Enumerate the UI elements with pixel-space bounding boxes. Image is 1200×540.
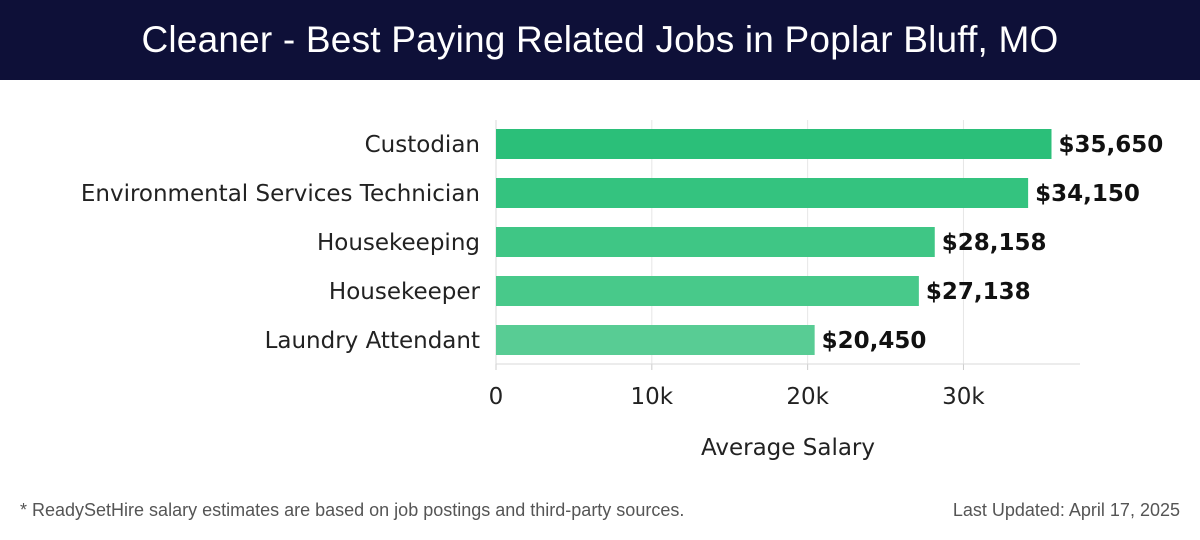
x-tick-label: 0 bbox=[489, 384, 504, 410]
x-tick-label: 10k bbox=[631, 384, 674, 410]
value-label: $20,450 bbox=[822, 328, 927, 354]
last-updated: Last Updated: April 17, 2025 bbox=[952, 500, 1180, 520]
value-label: $35,650 bbox=[1058, 132, 1163, 158]
value-label: $28,158 bbox=[942, 230, 1047, 256]
x-tick-label: 30k bbox=[942, 384, 985, 410]
value-label: $27,138 bbox=[926, 279, 1031, 305]
title-bar: Cleaner - Best Paying Related Jobs in Po… bbox=[0, 0, 1200, 80]
value-label: $34,150 bbox=[1035, 181, 1140, 207]
bar bbox=[496, 227, 935, 257]
bar bbox=[496, 325, 815, 355]
x-axis-title: Average Salary bbox=[701, 435, 875, 461]
bar bbox=[496, 178, 1029, 208]
category-label: Laundry Attendant bbox=[265, 328, 480, 354]
salary-bar-chart: 0 10k 20k 30k Custodian $35,650 Environmental … bbox=[81, 120, 1163, 461]
category-label: Housekeeper bbox=[329, 279, 481, 305]
category-label: Custodian bbox=[365, 132, 480, 158]
category-label: Housekeeping bbox=[317, 230, 480, 256]
bar bbox=[496, 276, 919, 306]
x-tick-label: 20k bbox=[786, 384, 829, 410]
category-label: Environmental Services Technician bbox=[81, 181, 480, 207]
footnote: * ReadySetHire salary estimates are base… bbox=[20, 500, 685, 520]
bar bbox=[496, 129, 1052, 159]
chart-title: Cleaner - Best Paying Related Jobs in Po… bbox=[141, 19, 1059, 60]
